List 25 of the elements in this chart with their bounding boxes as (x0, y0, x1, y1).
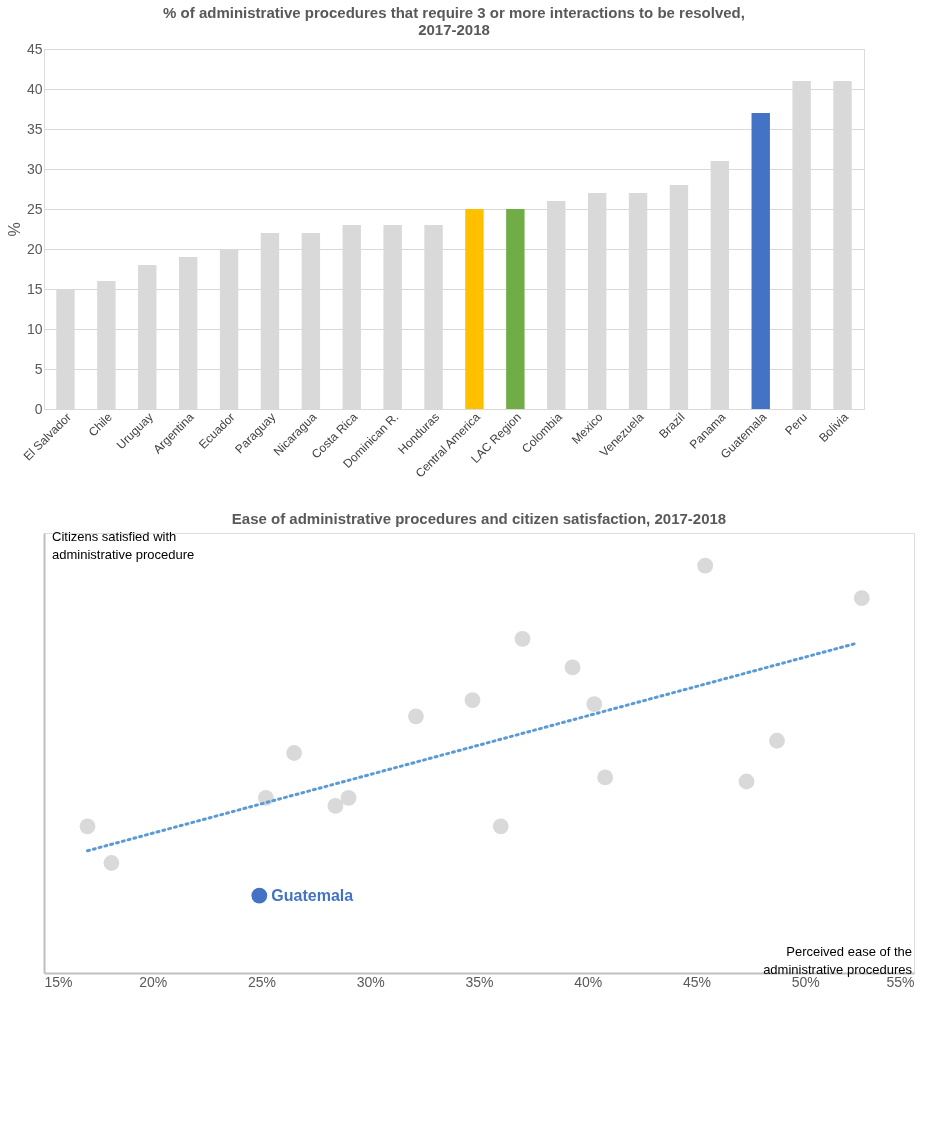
y-tick-label: 10 (26, 320, 43, 337)
y-tick-label: 5 (34, 360, 43, 377)
x-tick-label: 30% (356, 973, 385, 990)
x-tick-label: 15% (44, 973, 73, 990)
x-tick-label: 40% (574, 973, 603, 990)
chart-title: % of administrative procedures that require 3 or more interactions to be resolved, 2017-2018 (163, 4, 745, 38)
chart-title: Ease of administrative procedures and citizen satisfaction, 2017-2018 (231, 510, 727, 527)
y-axis-title: % (5, 222, 23, 237)
y-axis-title: Citizens satisfied with administrative procedure (52, 529, 195, 562)
y-tick-label: 20 (26, 240, 43, 257)
bar (465, 209, 484, 409)
x-tick-label: 20% (139, 973, 168, 990)
y-tick-label: 40 (26, 80, 43, 97)
x-tick-label: 45% (682, 973, 712, 990)
y-tick-label: 45 (26, 40, 43, 57)
y-tick-label: 25 (26, 200, 43, 217)
y-tick-label: 0 (34, 400, 43, 417)
y-tick-label: 35 (26, 120, 43, 137)
x-tick-label: 35% (465, 973, 494, 990)
bar (506, 209, 525, 409)
bar (751, 113, 770, 409)
x-tick-label: 25% (247, 973, 277, 990)
y-tick-label: 30 (26, 160, 43, 177)
y-tick-label: 15 (26, 280, 43, 297)
series-label: Guatemala (271, 886, 354, 904)
